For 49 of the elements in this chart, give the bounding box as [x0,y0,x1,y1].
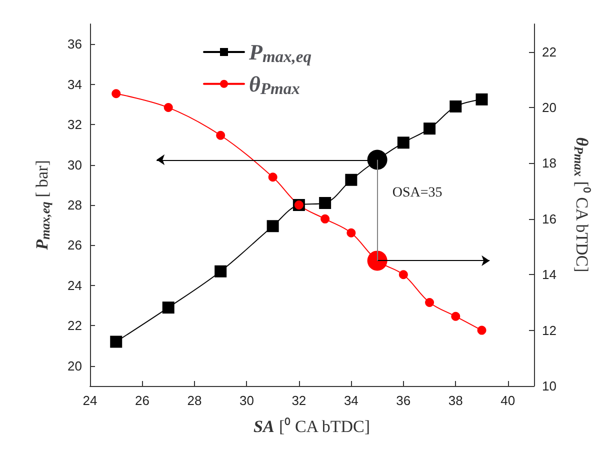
y-tick-label: 36 [68,36,82,52]
y2-tick-label: 12 [542,322,556,338]
y2-tick-label: 18 [542,156,556,171]
point [345,174,358,186]
y-tick-label: 34 [68,76,82,92]
point [476,93,488,106]
point [319,196,332,209]
y2-tick-label: 16 [542,211,556,226]
y-axis-title: Pmax,eq [ bar] [32,160,52,251]
y-tick-label: 32 [68,117,82,132]
x-tick-label: 28 [187,393,202,408]
y-tick-label: 24 [68,278,82,293]
point [346,228,356,238]
y-tick-label: 22 [68,318,82,334]
y2-axis-title: θPmax [⁰ CA bTDC] [572,137,592,272]
x-tick-label: 40 [500,393,516,408]
point [477,326,486,335]
y-tick-label: 30 [68,157,82,172]
x-axis-title: SA [⁰ CA bTDC] [254,417,370,436]
y-tick-label: 26 [68,238,82,253]
x-tick-label: 24 [82,393,98,408]
point [397,136,410,149]
x-tick-label: 30 [239,393,254,408]
point [425,298,434,307]
point [110,336,122,348]
point [214,265,227,278]
point [451,312,460,321]
point [216,130,226,140]
ref-line-label: OSA=35 [392,185,442,200]
x-tick-label: 36 [396,393,411,408]
x-tick-label: 38 [448,393,463,408]
y2-tick-label: 22 [542,44,556,60]
y-tick-label: 20 [68,358,82,374]
x-tick-label: 26 [135,393,150,408]
point [266,220,279,232]
y2-tick-label: 20 [542,100,556,116]
point [112,89,121,98]
point [268,172,278,182]
point [450,100,462,112]
y2-tick-label: 14 [542,267,556,282]
y2-tick-label: 10 [542,378,556,394]
point [162,302,174,314]
y-tick-label: 28 [68,198,82,212]
x-tick-label: 34 [344,393,358,408]
x-tick-label: 32 [292,393,306,408]
point [398,270,408,280]
point [424,122,436,135]
point [320,214,330,224]
point [164,103,173,112]
